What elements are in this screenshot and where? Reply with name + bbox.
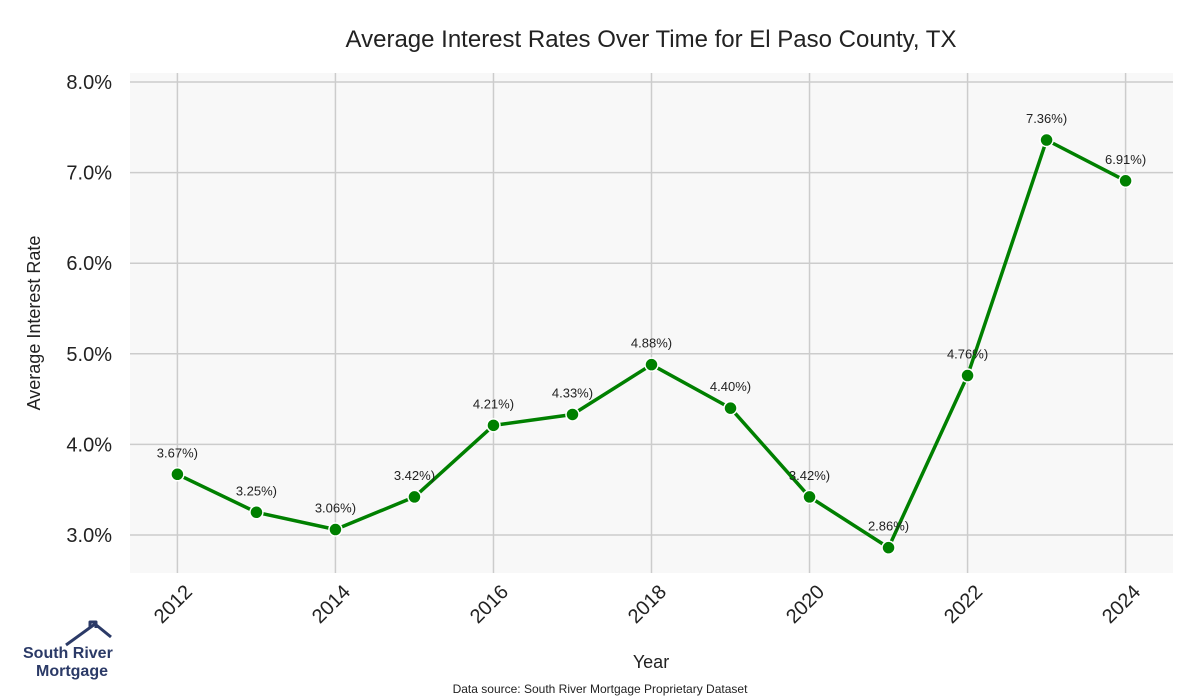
data-point <box>1039 132 1054 148</box>
data-label: 4.88%) <box>631 336 672 351</box>
data-label: 4.21%) <box>473 396 514 411</box>
x-tick-label: 2020 <box>782 581 829 628</box>
logo-text-line-2: Mortgage <box>36 663 108 680</box>
data-point <box>407 489 422 505</box>
house-roof-icon <box>65 620 112 647</box>
south-river-mortgage-logo: South River Mortgage <box>23 620 113 680</box>
data-label: 6.91%) <box>1105 152 1146 167</box>
data-point <box>170 467 185 482</box>
y-tick-label: 7.0% <box>66 163 112 185</box>
chart-title: Average Interest Rates Over Time for El … <box>346 26 957 53</box>
y-tick-label: 3.0% <box>66 525 112 547</box>
y-tick-labels: 3.0% 4.0% 5.0% 6.0% 7.0% 8.0% <box>66 72 112 547</box>
data-point <box>1118 173 1133 189</box>
data-point <box>802 489 817 505</box>
data-label: 3.06%) <box>315 501 356 516</box>
data-label: 4.33%) <box>552 385 593 400</box>
data-label: 3.67%) <box>157 445 198 460</box>
x-axis-label: Year <box>633 652 669 672</box>
data-label: 4.40%) <box>710 379 751 394</box>
data-points <box>170 132 1133 555</box>
data-point <box>249 505 264 520</box>
data-label: 7.36%) <box>1026 111 1067 126</box>
data-point <box>486 418 501 433</box>
logo-text-line-1: South River <box>23 645 113 662</box>
data-label: 3.25%) <box>236 483 277 498</box>
x-tick-label: 2022 <box>940 581 987 628</box>
data-label: 3.42%) <box>394 468 435 483</box>
x-tick-label: 2018 <box>624 581 671 628</box>
data-point <box>881 540 896 555</box>
y-tick-label: 4.0% <box>66 434 112 456</box>
data-labels: 3.67%) 3.25%) 3.06%) 3.42%) 4.21%) 4.33%) 4.88… <box>157 111 1146 534</box>
data-point <box>723 400 738 416</box>
y-tick-label: 8.0% <box>66 72 112 94</box>
data-point <box>565 407 580 422</box>
x-tick-label: 2024 <box>1098 581 1145 628</box>
data-source-note: Data source: South River Mortgage Propri… <box>453 682 748 696</box>
data-label: 3.42%) <box>789 468 830 483</box>
x-tick-label: 2016 <box>466 581 513 628</box>
data-label: 4.76%) <box>947 347 988 362</box>
data-point <box>328 522 343 537</box>
data-point <box>960 368 975 383</box>
y-tick-label: 5.0% <box>66 344 112 366</box>
data-label: 2.86%) <box>868 519 909 534</box>
x-tick-labels: 2012 2014 2016 2018 2020 2022 2024 <box>150 581 1145 628</box>
y-axis-label: Average Interest Rate <box>24 236 44 411</box>
x-tick-label: 2012 <box>150 581 197 628</box>
y-tick-label: 6.0% <box>66 253 112 275</box>
x-tick-label: 2014 <box>308 581 355 628</box>
data-point <box>644 357 659 372</box>
